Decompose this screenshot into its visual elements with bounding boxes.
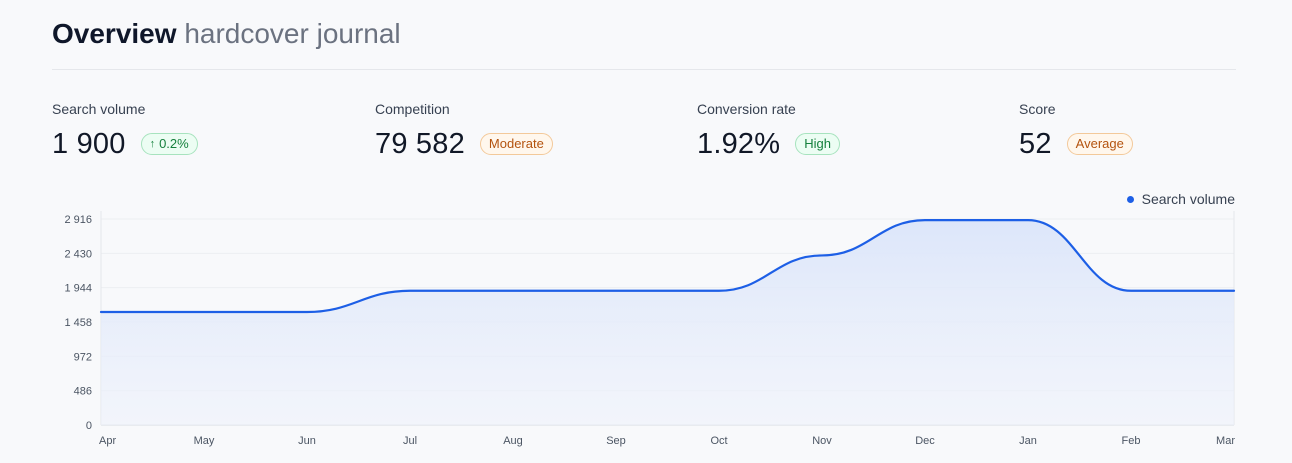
- competition-badge: Moderate: [479, 133, 553, 155]
- conversion-badge: High: [795, 133, 840, 155]
- metric-score: Score 52 Average: [1019, 100, 1133, 161]
- legend-dot-icon: [1126, 195, 1134, 203]
- page-title: Overview hardcover journal: [52, 14, 401, 54]
- y-tick-label: 2 430: [64, 248, 92, 260]
- x-tick-label: Dec: [915, 435, 935, 447]
- metric-value: 1.92%: [697, 128, 781, 160]
- x-tick-label: Sep: [606, 435, 626, 447]
- metric-label: Competition: [375, 101, 450, 117]
- legend-label: Search volume: [1141, 191, 1235, 207]
- score-badge: Average: [1066, 133, 1133, 155]
- title-overview: Overview: [52, 18, 177, 49]
- x-tick-label: Oct: [710, 435, 727, 447]
- x-tick-label: Jul: [403, 435, 417, 447]
- y-tick-label: 0: [86, 420, 92, 432]
- x-tick-label: Nov: [812, 435, 832, 447]
- y-tick-label: 972: [74, 351, 92, 363]
- y-tick-label: 1 944: [64, 283, 92, 295]
- metric-value: 1 900: [52, 128, 126, 160]
- y-tick-label: 2 916: [64, 214, 92, 226]
- y-tick-label: 486: [74, 386, 92, 398]
- x-tick-label: Jan: [1019, 435, 1037, 447]
- metric-label: Conversion rate: [697, 101, 796, 117]
- x-tick-label: Mar: [1216, 435, 1235, 447]
- metric-label: Search volume: [52, 101, 146, 117]
- metric-label: Score: [1019, 101, 1056, 117]
- metric-conversion-rate: Conversion rate 1.92% High: [697, 100, 840, 161]
- x-tick-label: May: [194, 435, 215, 447]
- x-tick-label: Apr: [99, 435, 116, 447]
- metric-search-volume: Search volume 1 900 ↑ 0.2%: [52, 100, 198, 161]
- header-divider: [52, 69, 1236, 70]
- trend-badge: ↑ 0.2%: [140, 133, 198, 155]
- arrow-up-icon: ↑: [149, 138, 156, 150]
- series-line-search-volume[interactable]: [99, 219, 1236, 314]
- series-area-search-volume: [101, 220, 1234, 425]
- x-tick-label: Jun: [298, 435, 316, 447]
- y-tick-label: 1 458: [64, 317, 92, 329]
- trend-badge-text: 0.2%: [159, 136, 189, 151]
- title-keyword: hardcover journal: [184, 18, 401, 49]
- metric-value: 79 582: [375, 128, 465, 160]
- metric-competition: Competition 79 582 Moderate: [375, 100, 553, 161]
- x-tick-label: Aug: [503, 435, 523, 447]
- metric-value: 52: [1019, 128, 1052, 160]
- chart-legend[interactable]: Search volume: [1126, 191, 1235, 207]
- x-tick-label: Feb: [1122, 435, 1141, 447]
